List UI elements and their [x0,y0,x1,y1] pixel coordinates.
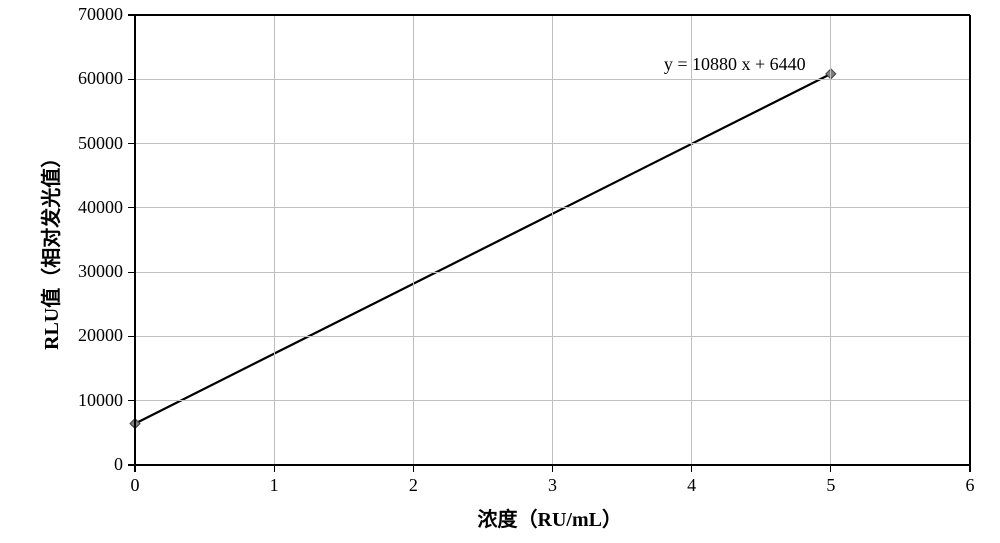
chart-container: RLU值（相对发光值） 浓度（RU/mL） y = 10880 x + 6440… [0,0,1000,543]
x-tick-label: 3 [533,475,573,496]
x-tick [691,465,692,472]
x-axis-label: 浓度（RU/mL） [478,503,622,532]
x-tick [274,465,275,472]
y-tick-label: 10000 [78,390,123,411]
x-tick [413,465,414,472]
y-tick-label: 20000 [78,325,123,346]
x-tick-label: 0 [115,475,155,496]
x-tick [969,465,970,472]
gridline-vertical [552,15,553,465]
y-tick-label: 50000 [78,133,123,154]
x-tick-label: 5 [811,475,851,496]
axis-border [135,14,970,15]
gridline-horizontal [135,400,970,401]
gridline-horizontal [135,143,970,144]
axis-border [134,15,135,465]
y-tick-label: 30000 [78,261,123,282]
x-tick-label: 2 [393,475,433,496]
y-tick-label: 60000 [78,68,123,89]
gridline-vertical [691,15,692,465]
y-tick-label: 70000 [78,4,123,25]
gridline-vertical [274,15,275,465]
gridline-horizontal [135,272,970,273]
regression-equation: y = 10880 x + 6440 [664,54,806,75]
gridline-vertical [830,15,831,465]
gridline-horizontal [135,79,970,80]
y-tick-label: 0 [114,454,123,475]
y-tick-label: 40000 [78,197,123,218]
x-tick [134,465,135,472]
gridline-vertical [413,15,414,465]
axis-border [969,15,970,465]
y-axis-label: RLU值（相对发光值） [35,148,64,350]
x-tick [830,465,831,472]
gridline-horizontal [135,336,970,337]
gridline-horizontal [135,207,970,208]
x-tick [552,465,553,472]
x-tick-label: 4 [672,475,712,496]
axis-border [135,464,970,465]
x-tick-label: 1 [254,475,294,496]
x-tick-label: 6 [950,475,990,496]
